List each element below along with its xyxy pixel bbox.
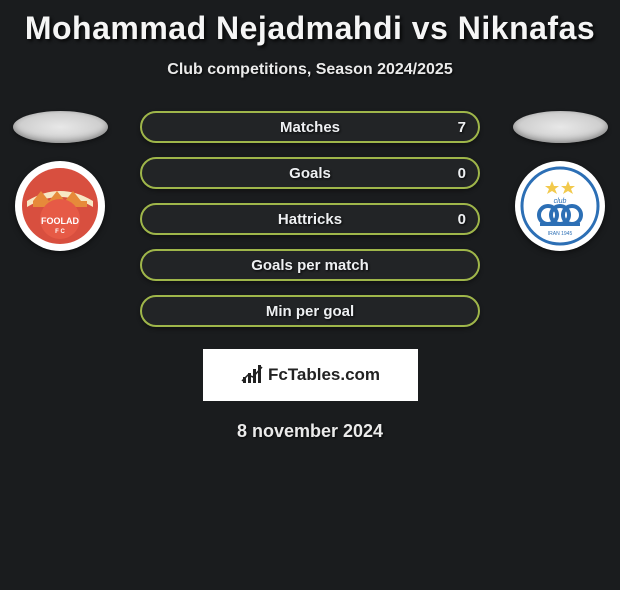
player-right-photo [513,111,608,143]
player-left-column: FOOLAD F C [0,111,120,251]
brand-watermark: FcTables.com [203,349,418,401]
svg-text:F C: F C [55,229,65,235]
player-left-photo [13,111,108,143]
chart-bars-icon [240,363,264,387]
foolad-logo-icon: FOOLAD F C [15,161,105,251]
stat-value-right: 0 [458,165,466,182]
stat-row: Hattricks 0 [140,203,480,235]
page-title: Mohammad Nejadmahdi vs Niknafas [0,10,620,47]
stat-label: Goals per match [251,257,369,274]
esteghlal-logo-icon: club IRAN 1945 [515,161,605,251]
svg-text:club: club [554,198,567,205]
stat-value-right: 7 [458,119,466,136]
stat-row: Min per goal [140,295,480,327]
brand-text: FcTables.com [268,365,380,385]
stat-label: Matches [280,119,340,136]
snapshot-date: 8 november 2024 [0,421,620,442]
svg-text:IRAN 1945: IRAN 1945 [548,231,573,237]
club-right-badge: club IRAN 1945 [515,161,605,251]
stat-row: Goals per match [140,249,480,281]
stat-label: Min per goal [266,303,354,320]
stats-list: Matches 7 Goals 0 Hattricks 0 Goals per match M… [140,111,480,327]
stat-value-right: 0 [458,211,466,228]
stat-row: Goals 0 [140,157,480,189]
stat-row: Matches 7 [140,111,480,143]
stat-label: Goals [289,165,331,182]
comparison-layout: FOOLAD F C club IRAN 1945 [0,111,620,327]
player-right-column: club IRAN 1945 [500,111,620,251]
club-left-badge: FOOLAD F C [15,161,105,251]
svg-text:FOOLAD: FOOLAD [41,216,79,226]
page-subtitle: Club competitions, Season 2024/2025 [0,61,620,79]
stat-label: Hattricks [278,211,342,228]
